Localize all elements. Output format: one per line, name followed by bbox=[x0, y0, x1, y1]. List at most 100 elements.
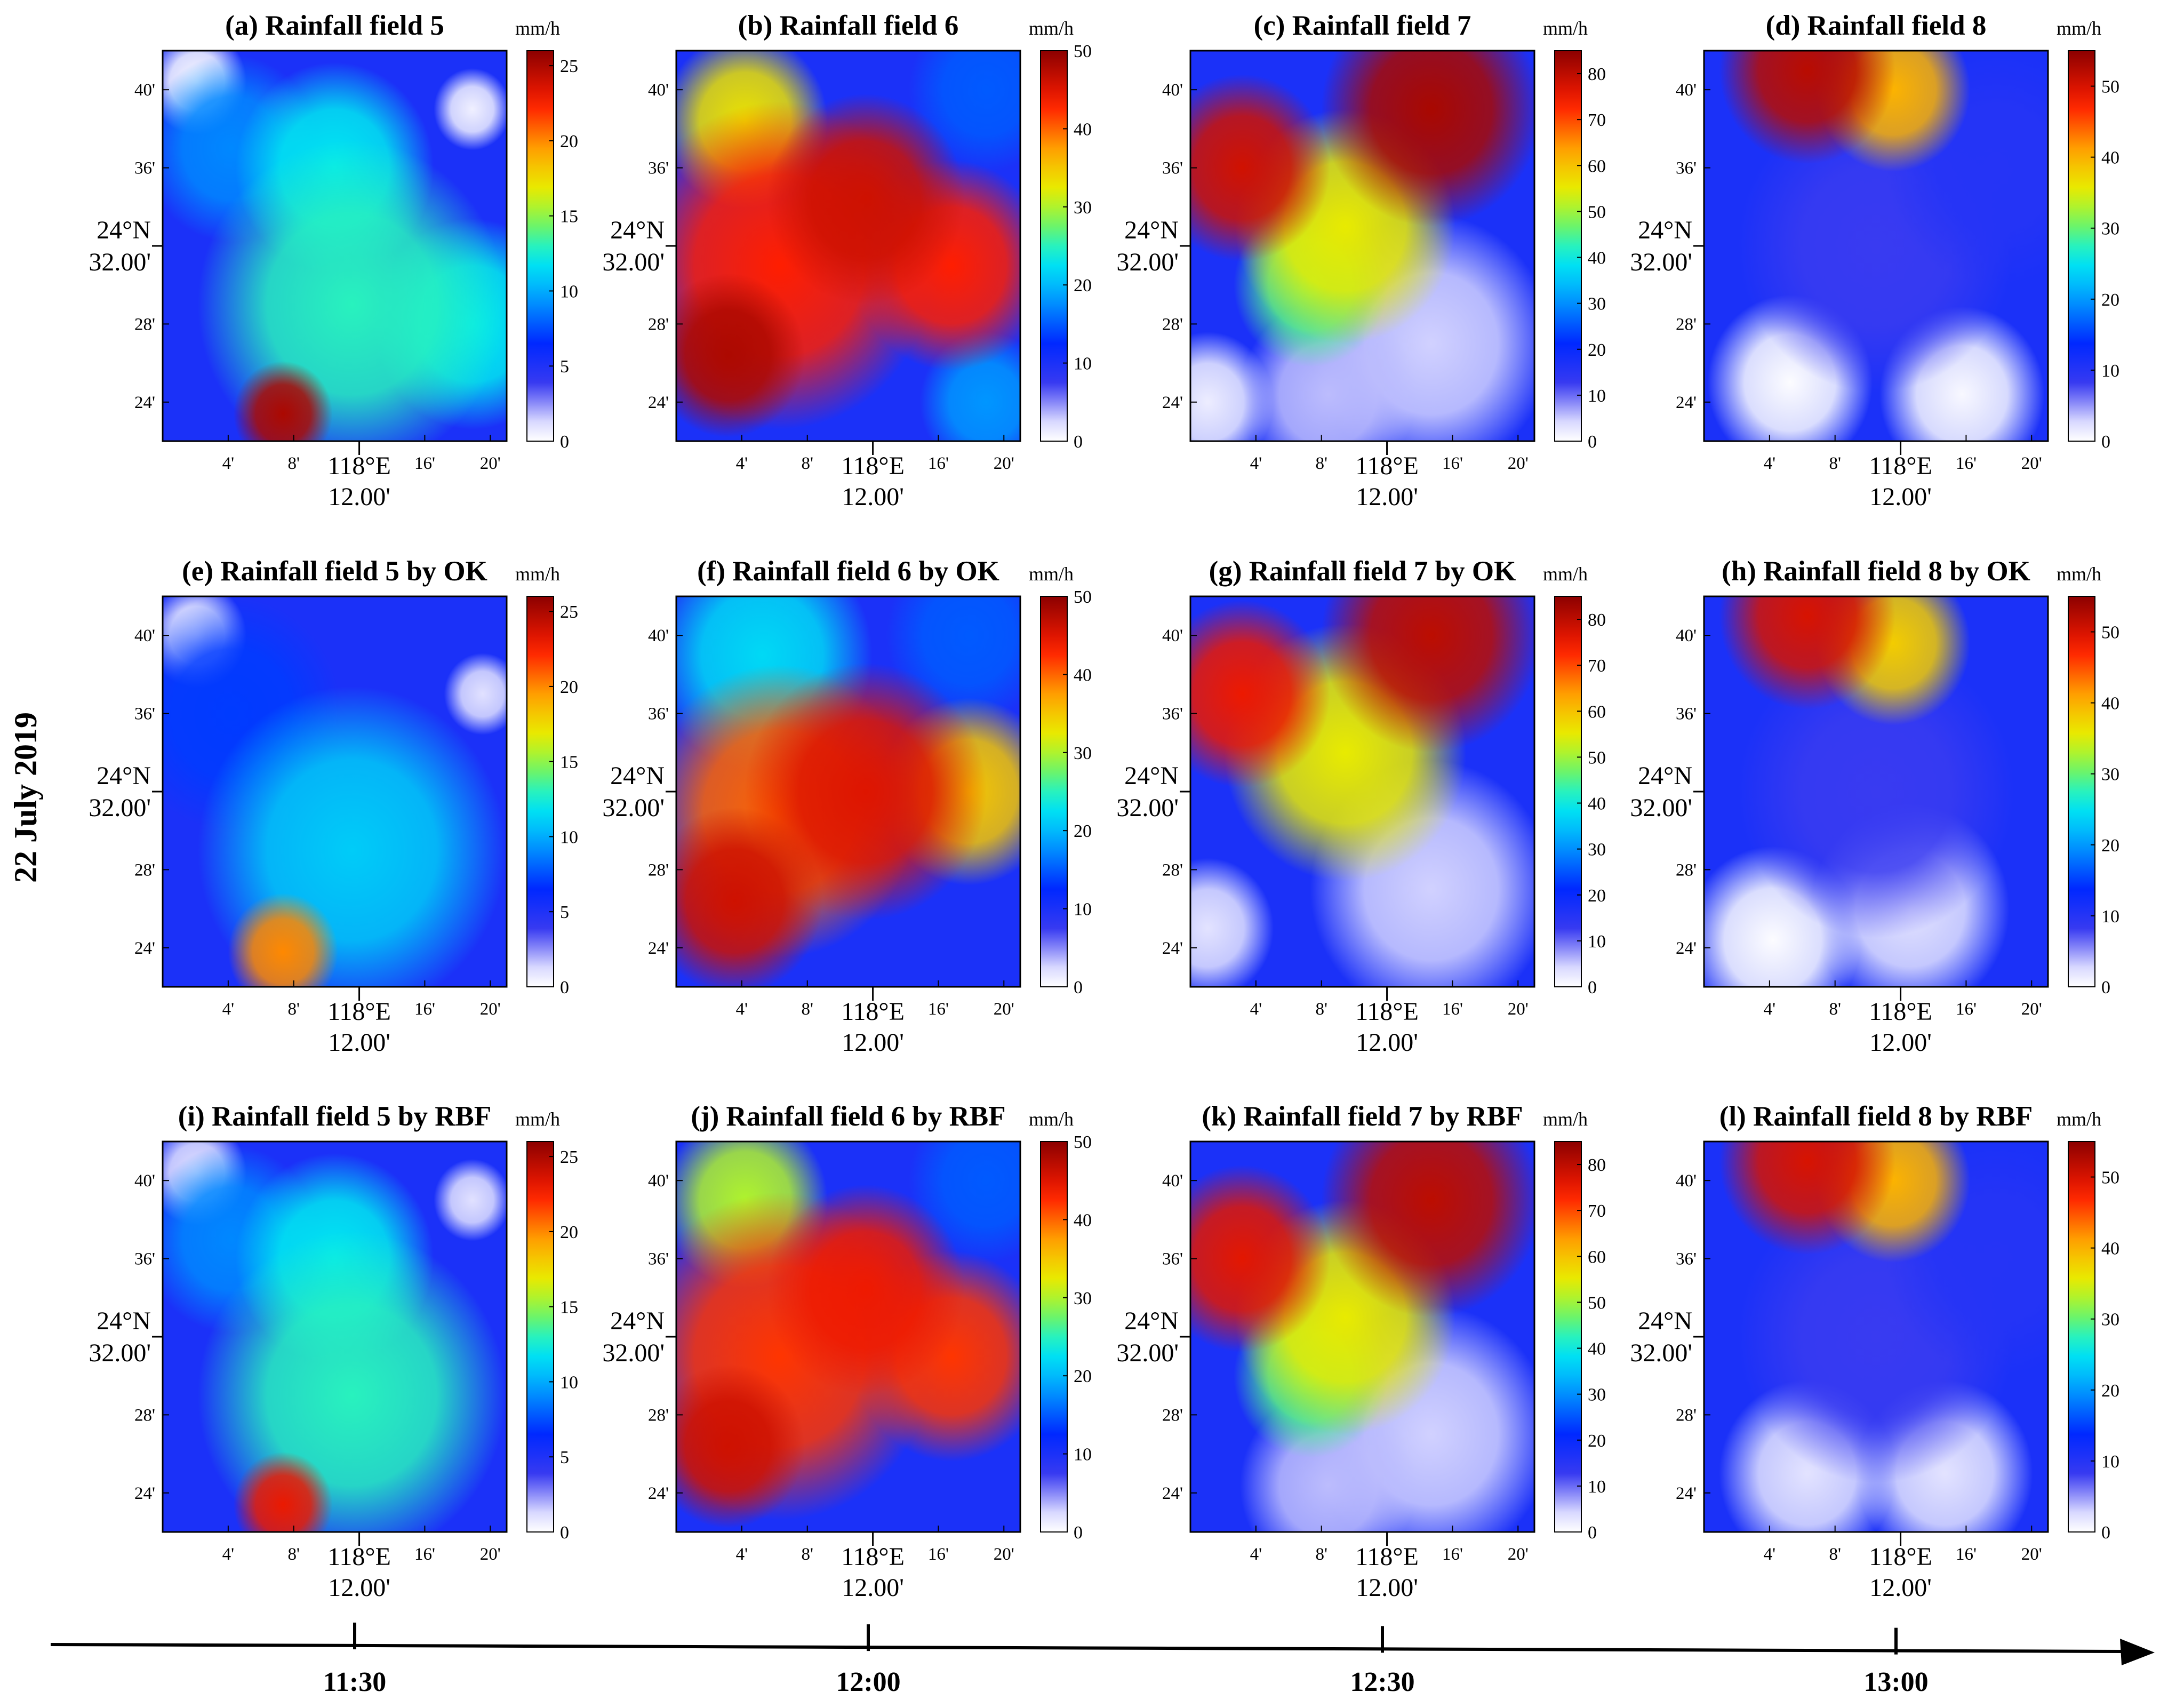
lon-tick-label: 20' bbox=[480, 454, 501, 473]
lon-tick-label: 16' bbox=[928, 1545, 949, 1564]
lat-center-label: 24°N bbox=[97, 762, 151, 790]
panel-f: (f) Rainfall field 6 by OK 4' 8' 16' 20' 118°… bbox=[602, 556, 1092, 1057]
lat-tick-label: 28' bbox=[1162, 1406, 1183, 1425]
lat-tick-label: 24' bbox=[134, 1484, 155, 1503]
lon-tick-label: 20' bbox=[994, 1545, 1014, 1564]
lon-center-label: 118°E bbox=[1355, 452, 1419, 480]
colorbar-tick-label: 20 bbox=[2101, 1381, 2119, 1401]
lat-center-label: 24°N bbox=[1124, 762, 1179, 790]
panel-g: (g) Rainfall field 7 by OK 4' 8' 16' 20' 118°… bbox=[1116, 556, 1606, 1057]
colorbar-tick-label: 25 bbox=[560, 57, 578, 76]
colorbar-tick-label: 80 bbox=[1588, 1155, 1606, 1175]
lat-center-minutes: 32.00' bbox=[1116, 1339, 1179, 1367]
lon-tick-label: 4' bbox=[222, 454, 234, 473]
colorbar-tick-label: 5 bbox=[560, 1448, 569, 1467]
lon-center-label: 118°E bbox=[841, 452, 905, 480]
panel-c: (c) Rainfall field 7 4' 8' 16' 20' 118°E 12.00… bbox=[1116, 10, 1606, 511]
colorbar-tick-label: 40 bbox=[2101, 148, 2119, 168]
colorbar-tick-label: 30 bbox=[1588, 840, 1606, 860]
time-label: 12:00 bbox=[836, 1667, 900, 1697]
colorbar-tick-label: 15 bbox=[560, 1298, 578, 1318]
lat-tick-label: 36' bbox=[134, 159, 155, 178]
colorbar-unit: mm/h bbox=[515, 18, 560, 39]
lat-center-minutes: 32.00' bbox=[1116, 248, 1179, 276]
lon-center-minutes: 12.00' bbox=[842, 1574, 904, 1602]
colorbar-tick-label: 40 bbox=[2101, 694, 2119, 714]
colorbar-tick-label: 15 bbox=[560, 753, 578, 772]
colorbar-tick-label: 10 bbox=[2101, 907, 2119, 927]
lon-tick-label: 4' bbox=[736, 1000, 748, 1019]
lat-center-label: 24°N bbox=[610, 216, 665, 244]
colorbar-tick-label: 20 bbox=[560, 677, 578, 697]
colorbar-tick-label: 0 bbox=[1588, 1523, 1597, 1543]
colorbar-scale bbox=[1040, 50, 1068, 442]
colorbar-unit: mm/h bbox=[2057, 1108, 2101, 1130]
panel-title: (f) Rainfall field 6 by OK bbox=[697, 556, 999, 587]
colorbar-tick-label: 50 bbox=[1588, 202, 1606, 222]
colorbar-tick-label: 10 bbox=[2101, 361, 2119, 381]
lon-tick-label: 20' bbox=[2021, 1545, 2042, 1564]
rain-cell bbox=[444, 653, 507, 735]
time-label: 12:30 bbox=[1350, 1667, 1414, 1697]
rain-cell bbox=[1321, 596, 1534, 753]
lat-tick-label: 40' bbox=[1162, 1171, 1183, 1191]
panel-title: (d) Rainfall field 8 bbox=[1766, 10, 1987, 41]
rain-cell bbox=[1190, 74, 1330, 262]
rain-cell bbox=[1719, 596, 1895, 710]
lon-tick-label: 8' bbox=[287, 1545, 299, 1564]
lon-center-label: 118°E bbox=[1355, 1543, 1419, 1571]
panel-a: (a) Rainfall field 5 4' 8' 16' 20' 118°E 12.00… bbox=[89, 10, 578, 511]
lat-tick-label: 36' bbox=[1676, 705, 1697, 724]
lon-tick-label: 16' bbox=[1956, 1545, 1977, 1564]
colorbar-unit: mm/h bbox=[1543, 18, 1588, 39]
lon-tick-label: 8' bbox=[1829, 1545, 1841, 1564]
colorbar-tick-label: 10 bbox=[1074, 900, 1092, 920]
colorbar-tick-label: 60 bbox=[1588, 702, 1606, 722]
lat-center-label: 24°N bbox=[97, 216, 151, 244]
colorbar-tick-label: 40 bbox=[1074, 119, 1092, 139]
panel-title: (l) Rainfall field 8 by RBF bbox=[1719, 1101, 2033, 1132]
colorbar-tick-label: 50 bbox=[2101, 1168, 2119, 1188]
colorbar: mm/h 0 10 20 30 40 50 bbox=[2057, 563, 2119, 997]
colorbar: mm/h 0 5 10 15 20 25 bbox=[515, 18, 578, 452]
lon-tick-label: 16' bbox=[1956, 1000, 1977, 1019]
lon-tick-label: 4' bbox=[1764, 1545, 1775, 1564]
rain-cell bbox=[676, 807, 823, 987]
lat-tick-label: 40' bbox=[1162, 626, 1183, 645]
lat-tick-label: 24' bbox=[134, 939, 155, 958]
lat-tick-label: 36' bbox=[1162, 1250, 1183, 1269]
lon-tick-label: 16' bbox=[1442, 454, 1463, 473]
colorbar-tick-label: 10 bbox=[1074, 354, 1092, 374]
lon-tick-label: 8' bbox=[287, 454, 299, 473]
lon-tick-label: 4' bbox=[222, 1000, 234, 1019]
lat-center-minutes: 32.00' bbox=[602, 248, 665, 276]
lon-tick-label: 16' bbox=[414, 1000, 435, 1019]
colorbar-tick-label: 30 bbox=[2101, 765, 2119, 785]
colorbar-tick-label: 30 bbox=[1588, 1385, 1606, 1405]
colorbar-tick-label: 10 bbox=[2101, 1452, 2119, 1472]
colorbar-tick-label: 20 bbox=[1588, 1431, 1606, 1451]
lat-center-minutes: 32.00' bbox=[89, 1339, 151, 1367]
lat-tick-label: 36' bbox=[134, 705, 155, 724]
lat-tick-label: 24' bbox=[1676, 393, 1697, 412]
lat-center-minutes: 32.00' bbox=[89, 794, 151, 822]
rain-cell bbox=[233, 1451, 333, 1532]
lat-tick-label: 36' bbox=[1676, 159, 1697, 178]
colorbar: mm/h 0 10 20 30 40 50 60 70 80 bbox=[1543, 18, 1606, 452]
colorbar-tick-label: 70 bbox=[1588, 1201, 1606, 1221]
heatmap-field bbox=[163, 596, 507, 987]
lat-tick-label: 40' bbox=[134, 81, 155, 100]
colorbar-tick-label: 50 bbox=[1074, 1132, 1092, 1152]
lat-tick-label: 24' bbox=[648, 393, 669, 412]
lon-tick-label: 20' bbox=[1508, 1545, 1529, 1564]
rain-cell bbox=[1190, 858, 1274, 987]
panel-title: (k) Rainfall field 7 by RBF bbox=[1202, 1101, 1523, 1132]
colorbar-scale bbox=[1554, 596, 1582, 987]
colorbar-tick-label: 5 bbox=[560, 357, 569, 377]
lon-tick-label: 8' bbox=[801, 1000, 813, 1019]
panel-h: (h) Rainfall field 8 by OK 4' 8' 16' 20' 118°… bbox=[1630, 556, 2119, 1057]
lat-center-label: 24°N bbox=[97, 1307, 151, 1335]
colorbar-tick-label: 20 bbox=[1074, 821, 1092, 841]
lon-tick-label: 16' bbox=[928, 1000, 949, 1019]
date-label: 22 July 2019 bbox=[8, 712, 43, 883]
